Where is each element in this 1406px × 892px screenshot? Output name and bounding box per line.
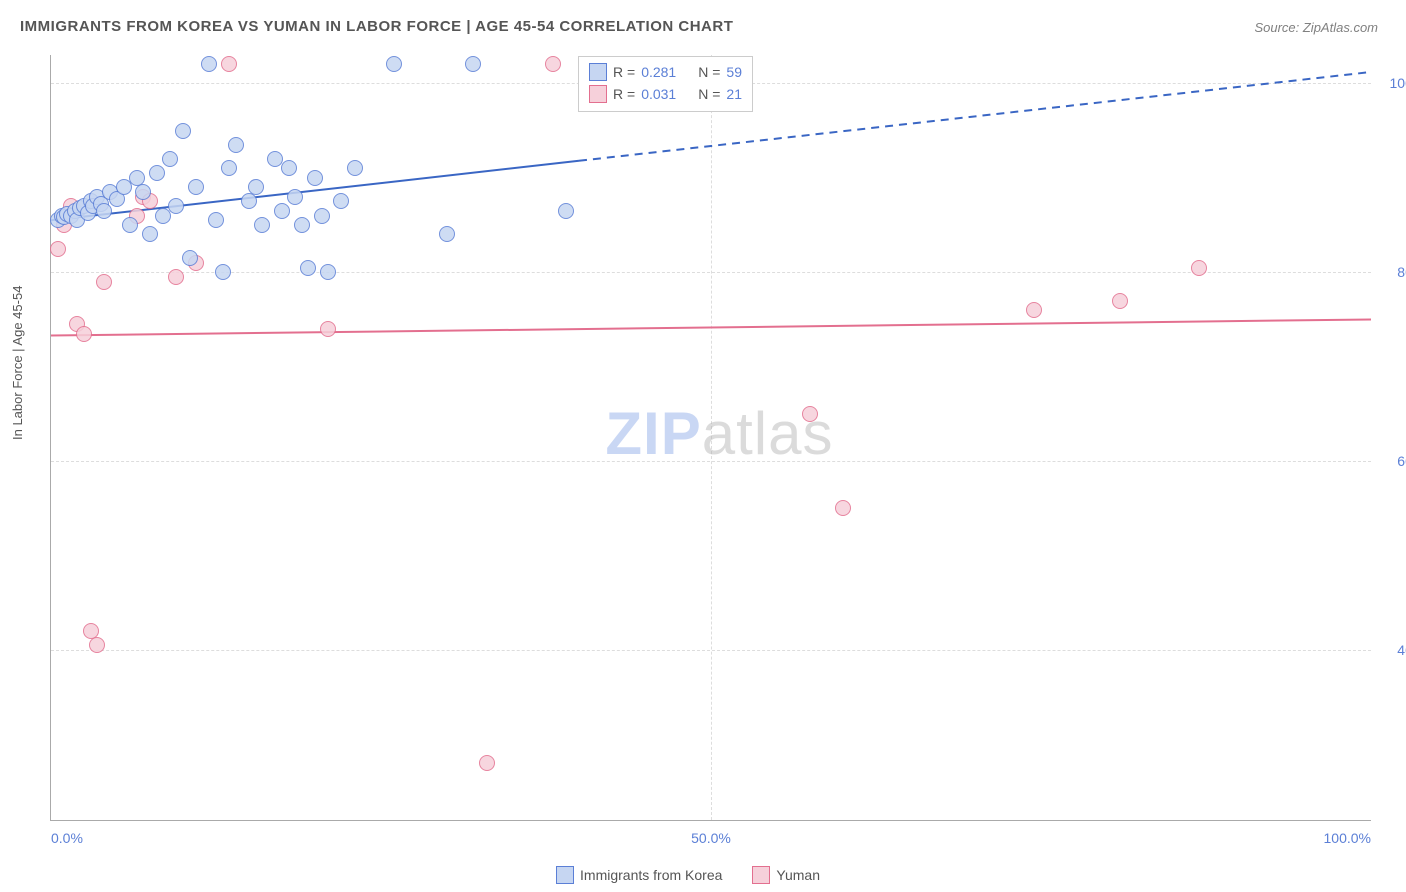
data-point [228, 137, 244, 153]
data-point [122, 217, 138, 233]
data-point [96, 203, 112, 219]
legend-label: Yuman [776, 867, 820, 883]
y-tick-label: 60.0% [1397, 453, 1406, 469]
data-point [89, 637, 105, 653]
r-value: 0.031 [641, 83, 676, 105]
data-point [182, 250, 198, 266]
data-point [50, 241, 66, 257]
data-point [314, 208, 330, 224]
legend-stats-row: R = 0.031 N = 21 [589, 83, 742, 105]
data-point [221, 56, 237, 72]
data-point [320, 321, 336, 337]
n-label: N = [698, 61, 720, 83]
data-point [248, 179, 264, 195]
x-tick-label: 50.0% [691, 830, 731, 846]
watermark: ZIPatlas [605, 399, 833, 468]
data-point [208, 212, 224, 228]
data-point [386, 56, 402, 72]
data-point [254, 217, 270, 233]
x-tick-label: 100.0% [1324, 830, 1371, 846]
x-tick-label: 0.0% [51, 830, 83, 846]
n-value: 59 [726, 61, 742, 83]
source-label: Source: ZipAtlas.com [1254, 20, 1378, 35]
n-label: N = [698, 83, 720, 105]
data-point [168, 198, 184, 214]
data-point [215, 264, 231, 280]
y-tick-label: 80.0% [1397, 264, 1406, 280]
legend-swatch [752, 866, 770, 884]
data-point [188, 179, 204, 195]
legend-label: Immigrants from Korea [580, 867, 722, 883]
data-point [835, 500, 851, 516]
data-point [287, 189, 303, 205]
data-point [142, 226, 158, 242]
r-value: 0.281 [641, 61, 676, 83]
data-point [135, 184, 151, 200]
data-point [149, 165, 165, 181]
legend-bottom: Immigrants from Korea Yuman [0, 866, 1406, 884]
data-point [76, 326, 92, 342]
data-point [201, 56, 217, 72]
data-point [465, 56, 481, 72]
legend-stats: R = 0.281 N = 59 R = 0.031 N = 21 [578, 56, 753, 112]
data-point [333, 193, 349, 209]
data-point [175, 123, 191, 139]
legend-swatch [556, 866, 574, 884]
y-axis-label: In Labor Force | Age 45-54 [10, 286, 25, 440]
data-point [320, 264, 336, 280]
data-point [96, 274, 112, 290]
data-point [300, 260, 316, 276]
legend-stats-row: R = 0.281 N = 59 [589, 61, 742, 83]
data-point [545, 56, 561, 72]
r-label: R = [613, 61, 635, 83]
data-point [221, 160, 237, 176]
legend-swatch [589, 63, 607, 81]
data-point [307, 170, 323, 186]
data-point [274, 203, 290, 219]
data-point [1112, 293, 1128, 309]
gridline-x [711, 55, 712, 820]
data-point [479, 755, 495, 771]
data-point [168, 269, 184, 285]
data-point [347, 160, 363, 176]
data-point [558, 203, 574, 219]
r-label: R = [613, 83, 635, 105]
data-point [1026, 302, 1042, 318]
data-point [294, 217, 310, 233]
legend-swatch [589, 85, 607, 103]
n-value: 21 [726, 83, 742, 105]
data-point [439, 226, 455, 242]
plot-area: 40.0%60.0%80.0%100.0%0.0%50.0%100.0%ZIPa… [50, 55, 1371, 821]
data-point [1191, 260, 1207, 276]
data-point [281, 160, 297, 176]
y-tick-label: 40.0% [1397, 642, 1406, 658]
chart-title: IMMIGRANTS FROM KOREA VS YUMAN IN LABOR … [20, 18, 733, 35]
data-point [162, 151, 178, 167]
data-point [241, 193, 257, 209]
data-point [802, 406, 818, 422]
y-tick-label: 100.0% [1390, 75, 1406, 91]
